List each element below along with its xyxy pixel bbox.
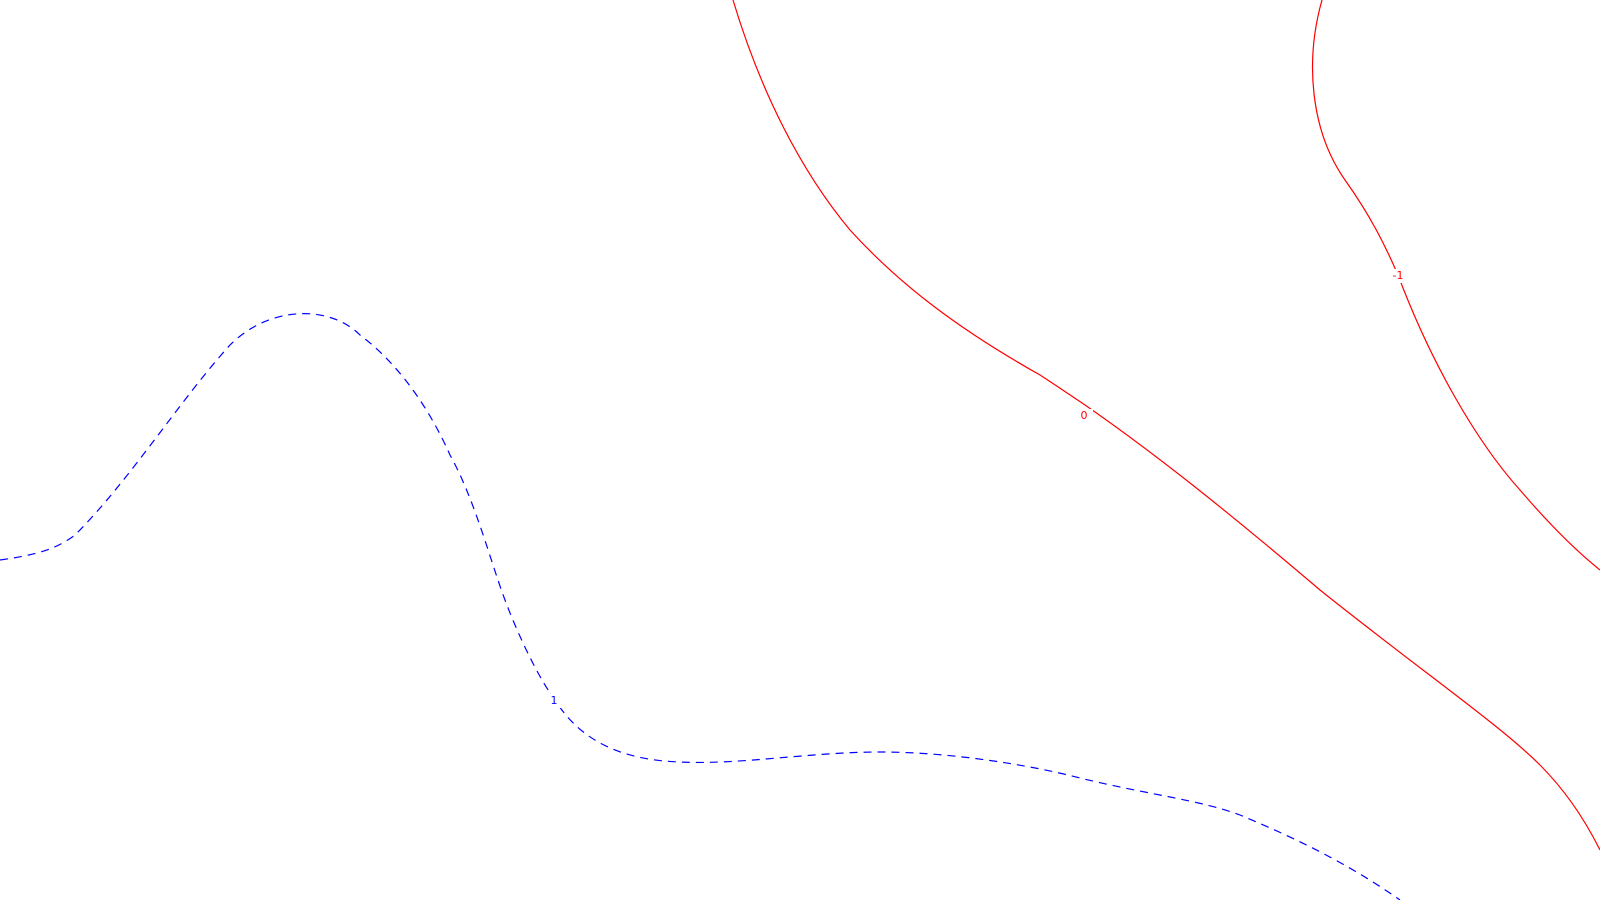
plot-background: [0, 0, 1600, 900]
contour-label-level-neg-1: -1: [1393, 269, 1404, 282]
contour-label-level-0: 0: [1081, 409, 1088, 422]
contour-plot: 0 -1 1: [0, 0, 1600, 900]
contour-label-level-1: 1: [551, 694, 558, 707]
